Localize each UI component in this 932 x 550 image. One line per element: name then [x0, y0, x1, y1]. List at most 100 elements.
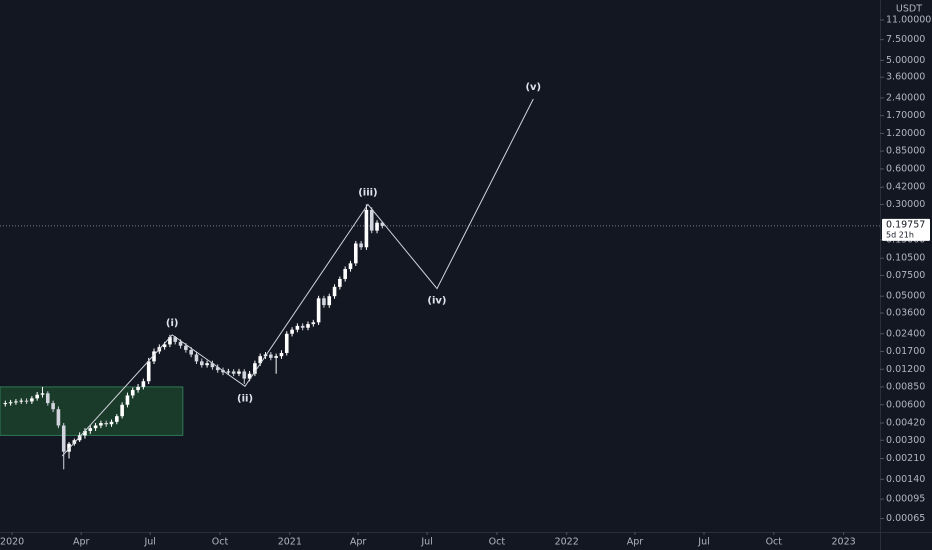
x-tick-label: Apr	[350, 537, 367, 548]
candle-body	[253, 363, 257, 374]
candle-body	[375, 222, 379, 231]
candle-body	[332, 286, 337, 297]
candle-body	[93, 425, 98, 429]
y-tick-label: 0.03600	[886, 308, 925, 319]
y-tick-label: 1.70000	[886, 110, 925, 121]
y-tick-label: 0.00210	[886, 453, 925, 464]
candle-body	[45, 393, 50, 404]
y-tick-label: 0.00300	[886, 435, 925, 446]
candle-body	[327, 296, 332, 306]
candle-body	[115, 416, 119, 422]
candle-body	[311, 322, 316, 325]
candle-body	[61, 425, 66, 452]
candle-body	[306, 324, 310, 328]
x-tick-label: 2023	[831, 537, 855, 548]
y-tick-label: 2.40000	[886, 92, 925, 103]
y-tick-label: 0.01700	[886, 346, 925, 357]
axis-unit: USDT	[896, 4, 922, 15]
candle-body	[247, 373, 252, 379]
candle-body	[162, 344, 167, 348]
candle-body	[295, 325, 300, 330]
candle-body	[205, 363, 209, 366]
candle-body	[348, 263, 353, 270]
candle-body	[226, 371, 231, 373]
x-tick-label: Apr	[627, 537, 644, 548]
candle-body	[215, 367, 220, 371]
candle-body	[284, 333, 289, 353]
candle-body	[242, 371, 247, 379]
candle-body	[88, 428, 93, 431]
candle-body	[231, 371, 236, 374]
candle-body	[194, 354, 199, 362]
x-tick-label: Oct	[212, 537, 229, 548]
x-tick-label: Jul	[420, 537, 432, 548]
y-tick-label: 0.05000	[886, 291, 925, 302]
x-tick-label: Oct	[766, 537, 783, 548]
candle-body	[199, 361, 204, 366]
y-tick-label: 1.20000	[886, 128, 925, 139]
candle-body	[353, 243, 358, 264]
wave-label: (iv)	[427, 296, 446, 307]
wave-label: (v)	[525, 82, 541, 93]
candle-body	[274, 356, 278, 358]
candle-body	[56, 409, 61, 426]
wave-label: (iii)	[358, 187, 377, 198]
candle-body	[338, 278, 342, 287]
candle-body	[14, 401, 18, 403]
y-tick-label: 0.85000	[886, 146, 925, 157]
candle-body	[136, 386, 140, 391]
candle-body	[210, 363, 215, 368]
y-tick-label: 0.42000	[886, 182, 925, 193]
wave-line	[61, 98, 534, 457]
candle-body	[316, 298, 321, 323]
candle-body	[30, 398, 34, 402]
candle-body	[168, 337, 172, 345]
y-tick-label: 5.00000	[886, 55, 925, 66]
y-tick-label: 0.02400	[886, 328, 925, 339]
y-tick-label: 0.10500	[886, 253, 925, 264]
x-tick-label: Jul	[697, 537, 709, 548]
x-tick-label: 2022	[555, 537, 579, 548]
range-box	[0, 386, 184, 436]
y-tick-label: 0.07500	[886, 270, 925, 281]
candle-body	[359, 243, 363, 248]
price-tag	[882, 218, 930, 241]
candle-body	[51, 403, 55, 410]
x-tick-label: 2020	[0, 537, 24, 548]
candle-body	[279, 352, 284, 357]
candle-body	[130, 390, 135, 396]
candle-body	[67, 443, 71, 452]
candle-body	[83, 430, 87, 436]
x-tick-label: Jul	[143, 537, 155, 548]
y-tick-label: 11.00000	[886, 15, 931, 26]
candle-body	[104, 423, 109, 425]
price-tag-value: 0.19757	[886, 219, 925, 230]
y-tick-label: 0.00420	[886, 418, 925, 429]
candle-body	[364, 209, 369, 248]
candle-body	[300, 325, 305, 328]
candle-body	[109, 421, 114, 425]
y-tick-label: 0.00140	[886, 474, 925, 485]
candle-body	[322, 298, 326, 306]
candle-body	[369, 209, 374, 231]
wave-label: (ii)	[237, 393, 253, 404]
candle-body	[269, 354, 273, 358]
candle-body	[125, 395, 130, 405]
candle-body	[290, 329, 294, 334]
candle-body	[8, 402, 13, 404]
candle-body	[141, 381, 146, 387]
candle-body	[146, 361, 151, 382]
x-tick-label: 2021	[278, 537, 302, 548]
candle-body	[343, 269, 347, 279]
candle-body	[237, 371, 241, 374]
candle-body	[189, 349, 193, 355]
y-tick-label: 0.00600	[886, 399, 925, 410]
candle-body	[152, 351, 156, 362]
candle-body	[380, 222, 385, 226]
y-tick-label: 0.00065	[886, 513, 925, 524]
x-tick-label: Apr	[73, 537, 90, 548]
candle-body	[258, 356, 263, 364]
countdown: 5d 21h	[886, 230, 914, 239]
